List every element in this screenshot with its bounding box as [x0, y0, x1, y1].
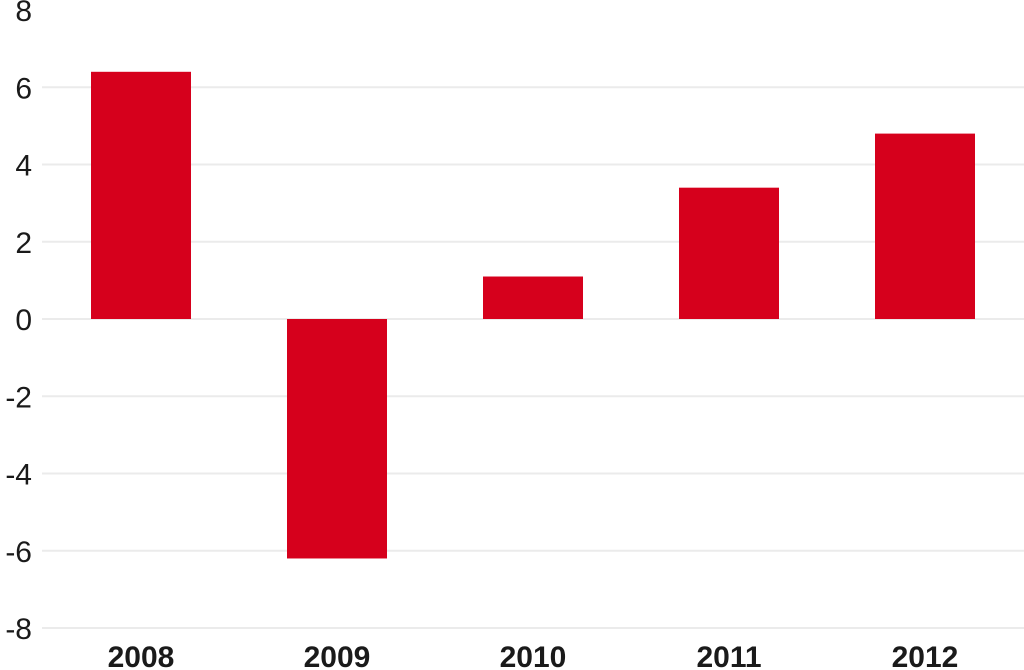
bar-2012: [875, 133, 975, 319]
bars: [91, 71, 975, 559]
x-axis-tick-labels: 2008 2009 2010 2011 2012: [108, 641, 959, 670]
y-tick-label: -2: [5, 381, 32, 414]
bar-2011: [679, 187, 779, 319]
gridlines: [42, 86, 1024, 629]
y-tick-label: 0: [15, 304, 32, 337]
y-tick-label: -4: [5, 459, 32, 492]
x-tick-label: 2012: [892, 641, 959, 670]
bar-2008: [91, 71, 191, 319]
y-axis-tick-labels: 8 6 4 2 0 -2 -4 -6 -8: [5, 0, 32, 646]
y-tick-label: 2: [15, 227, 32, 260]
x-tick-label: 2011: [696, 641, 761, 670]
y-tick-label: -6: [5, 536, 32, 569]
y-tick-label: 8: [15, 0, 32, 28]
x-tick-label: 2008: [108, 641, 175, 670]
x-tick-label: 2009: [304, 641, 371, 670]
y-tick-label: -8: [5, 613, 32, 646]
y-tick-label: 6: [15, 72, 32, 105]
x-tick-label: 2010: [500, 641, 567, 670]
bar-2009: [287, 319, 387, 559]
y-tick-label: 4: [15, 150, 32, 183]
bar-2010: [483, 276, 583, 319]
